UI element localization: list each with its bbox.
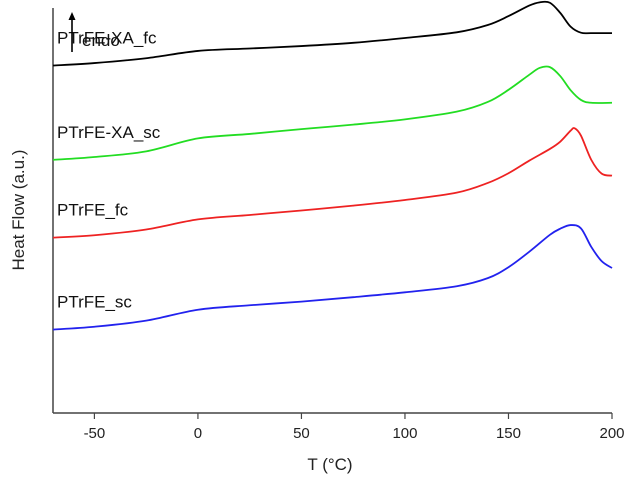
x-tick-label: -50 — [84, 425, 106, 442]
series-line-ptrfe-xa-sc — [52, 65, 613, 161]
x-ticks: -50 0 50 100 150 200 — [84, 413, 625, 442]
x-tick-label: 150 — [496, 425, 521, 442]
series-group — [52, 0, 613, 331]
endo-label: endo — [82, 31, 120, 50]
series-label: PTrFE-XA_fc — [57, 29, 157, 48]
endo-arrow-head-icon — [68, 12, 76, 20]
series-label: PTrFE_fc — [57, 201, 129, 220]
endo-annotation: endo — [68, 12, 120, 52]
series-label: PTrFE_sc — [57, 293, 132, 312]
x-tick-label: 200 — [599, 425, 624, 442]
series-line-ptrfe-sc — [52, 224, 613, 331]
axes — [52, 8, 612, 414]
y-axis-title: Heat Flow (a.u.) — [9, 150, 28, 271]
x-tick-label: 100 — [392, 425, 417, 442]
series-label: PTrFE-XA_sc — [57, 123, 161, 142]
series-line-ptrfe-xa-fc — [52, 0, 613, 67]
x-axis-title: T (°C) — [307, 455, 352, 474]
series-labels: PTrFE-XA_fc PTrFE-XA_sc PTrFE_fc PTrFE_sc — [57, 29, 161, 312]
x-tick-label: 50 — [293, 425, 310, 442]
x-tick-label: 0 — [194, 425, 202, 442]
series-line-ptrfe-fc — [52, 127, 613, 239]
